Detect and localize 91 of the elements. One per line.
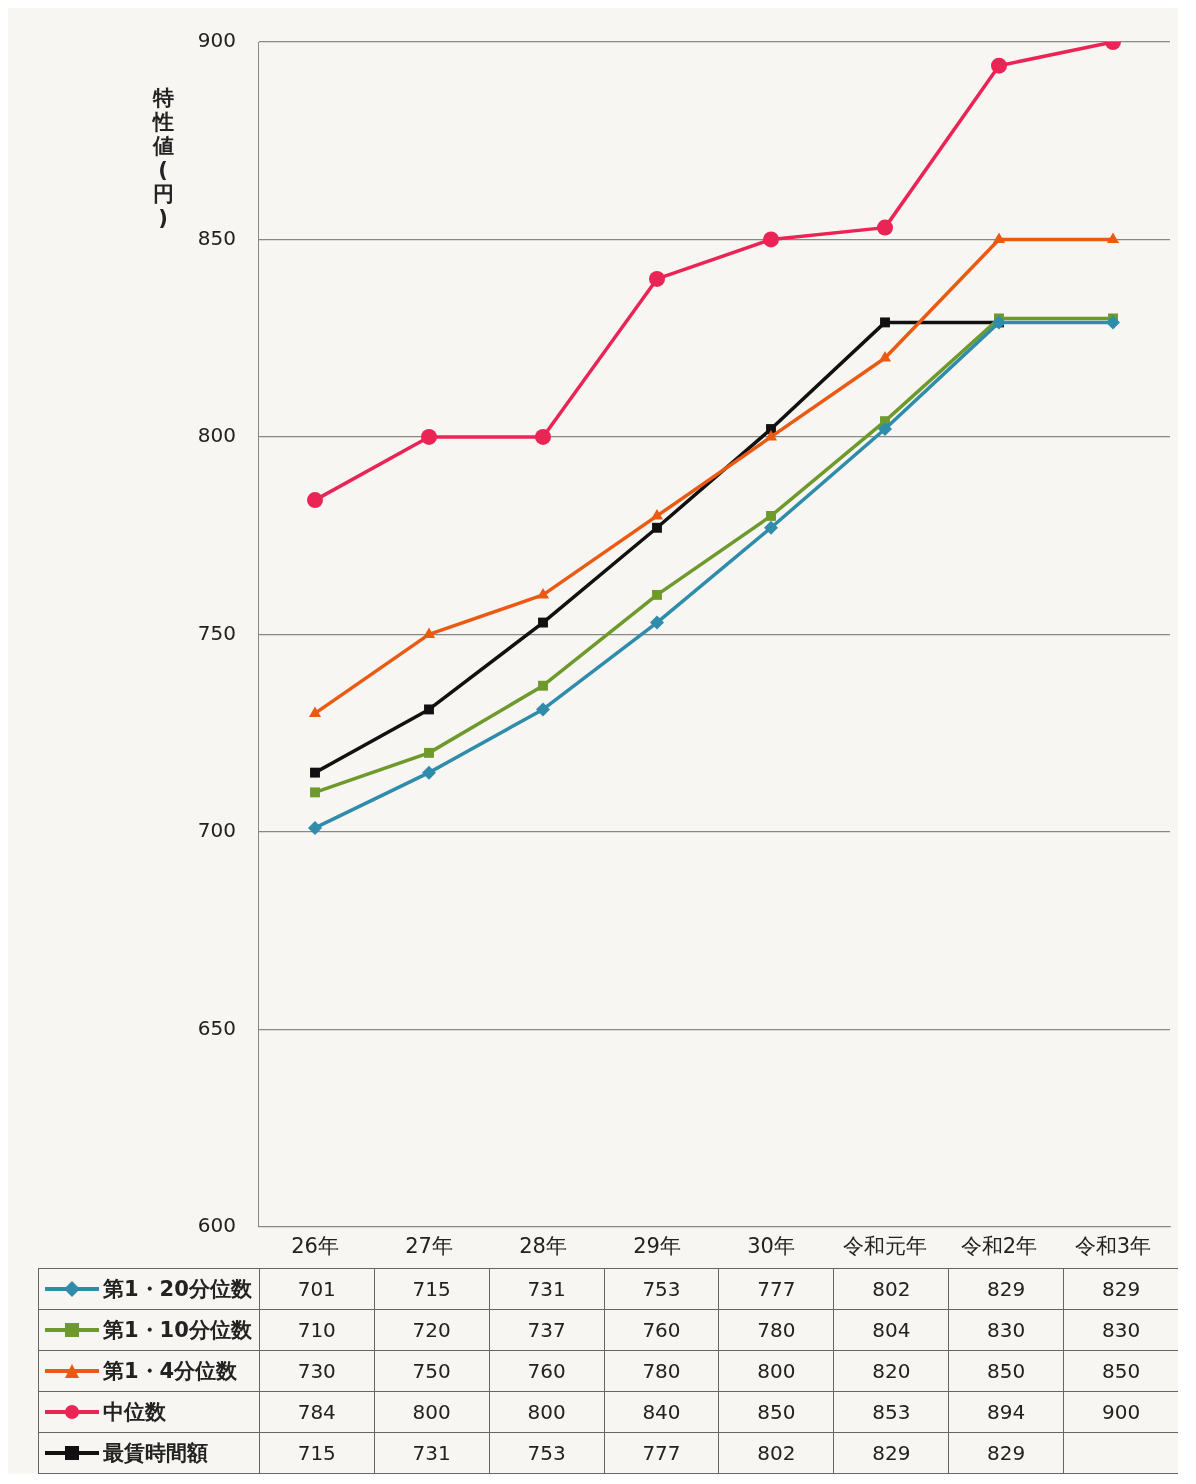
point	[424, 747, 434, 758]
data-label: 829	[1063, 1269, 1179, 1309]
data-label: 802	[833, 1269, 949, 1309]
legend-label: 第1・20分位数	[103, 1276, 252, 1303]
point	[310, 767, 320, 778]
point	[308, 820, 322, 835]
data-label: 750	[373, 1351, 489, 1391]
point	[880, 317, 890, 328]
data-label: 800	[488, 1392, 604, 1432]
point	[652, 589, 662, 600]
y-tick-label: 800	[197, 423, 236, 448]
point	[422, 627, 436, 638]
x-tick-label: 27年	[405, 1233, 453, 1258]
data-label: 800	[373, 1392, 489, 1432]
point	[992, 232, 1006, 243]
point	[307, 492, 323, 509]
x-tick-label: 28年	[519, 1233, 567, 1258]
data-label: 720	[373, 1310, 489, 1350]
point	[536, 587, 550, 599]
point	[878, 422, 892, 437]
point	[535, 428, 551, 445]
x-tick-label: 26年	[291, 1233, 339, 1258]
x-tick-label: 30年	[747, 1233, 795, 1258]
data-label: 894	[948, 1392, 1064, 1432]
data-label: 850	[718, 1392, 834, 1432]
data-label: 850	[1063, 1351, 1179, 1391]
data-label: 731	[488, 1269, 604, 1309]
data-label: 820	[833, 1351, 949, 1391]
data-label: 850	[948, 1351, 1064, 1391]
point	[764, 520, 778, 535]
data-label: 753	[603, 1269, 719, 1309]
data-label: 829	[948, 1433, 1064, 1473]
legend-label: 中位数	[103, 1399, 166, 1426]
point	[650, 508, 664, 520]
data-label: 829	[948, 1269, 1064, 1309]
data-label: 760	[488, 1351, 604, 1391]
point	[308, 706, 322, 717]
point	[422, 765, 436, 780]
point	[1106, 232, 1120, 243]
x-tick-label: 令和元年	[843, 1233, 927, 1258]
point	[538, 617, 548, 628]
point	[1106, 315, 1120, 330]
data-label: 760	[603, 1310, 719, 1350]
point	[991, 57, 1007, 74]
point	[310, 787, 320, 798]
point	[652, 522, 662, 533]
x-tick-label: 令和2年	[960, 1233, 1038, 1258]
y-tick-label: 900	[197, 28, 236, 53]
y-axis-title: 特性値(円)	[151, 86, 175, 230]
data-label: 780	[718, 1310, 834, 1350]
y-tick-label: 650	[197, 1015, 236, 1040]
y-tick-label: 600	[197, 1213, 236, 1237]
data-label: 804	[833, 1310, 949, 1350]
point	[766, 510, 776, 521]
data-label: 830	[948, 1310, 1064, 1350]
data-label: 830	[1063, 1310, 1179, 1350]
point	[538, 680, 548, 691]
x-tick-label: 29年	[633, 1233, 681, 1258]
data-label: 715	[373, 1269, 489, 1309]
data-label: 829	[833, 1433, 949, 1473]
point	[424, 704, 434, 715]
point	[763, 231, 779, 248]
point	[877, 219, 893, 236]
x-tick-label: 令和3年	[1074, 1233, 1152, 1258]
data-label: 840	[603, 1392, 719, 1432]
point	[536, 702, 550, 717]
data-label: 753	[488, 1433, 604, 1473]
data-label: 780	[603, 1351, 719, 1391]
point	[650, 615, 664, 630]
data-label: 784	[258, 1392, 374, 1432]
data-label: 701	[258, 1269, 374, 1309]
y-tick-label: 750	[197, 620, 236, 645]
y-tick-label: 850	[197, 225, 236, 250]
data-label: 731	[373, 1433, 489, 1473]
point	[764, 429, 778, 441]
data-label: 800	[718, 1351, 834, 1391]
data-label: 710	[258, 1310, 374, 1350]
data-label: 715	[258, 1433, 374, 1473]
data-label: 737	[488, 1310, 604, 1350]
data-label: 777	[603, 1433, 719, 1473]
legend-label: 最賃時間額	[103, 1440, 208, 1467]
y-tick-label: 700	[197, 818, 236, 843]
point	[649, 270, 665, 287]
data-label: 802	[718, 1433, 834, 1473]
data-label: 853	[833, 1392, 949, 1432]
legend-label: 第1・4分位数	[103, 1358, 238, 1385]
legend-label: 第1・10分位数	[103, 1317, 252, 1344]
data-label: 730	[258, 1351, 374, 1391]
data-label: 900	[1063, 1392, 1179, 1432]
point	[421, 428, 437, 445]
data-label: 777	[718, 1269, 834, 1309]
